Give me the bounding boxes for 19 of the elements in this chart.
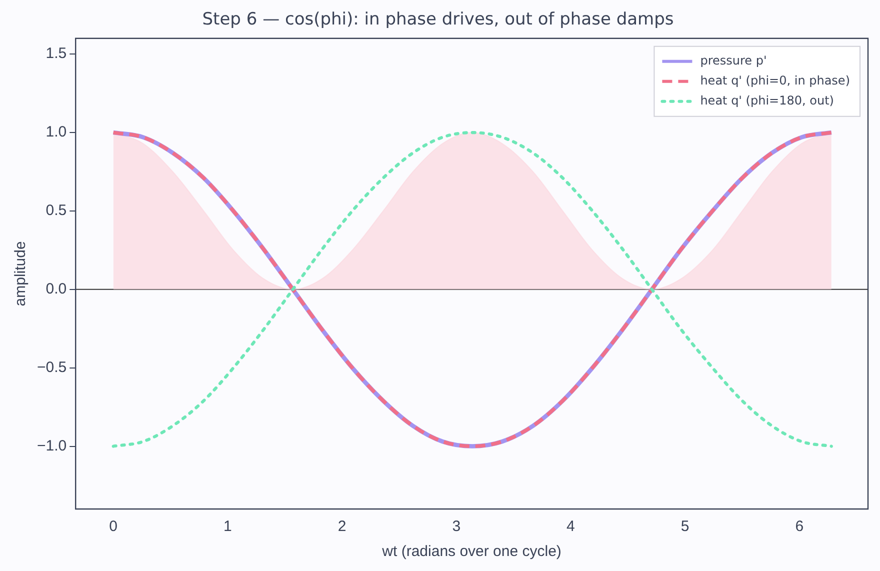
x-tick-label: 4: [566, 518, 575, 536]
x-tick-label: 5: [680, 518, 690, 536]
legend-label: pressure p': [700, 54, 767, 68]
chart-title: Step 6 — cos(phi): in phase drives, out of phase damps: [202, 10, 674, 30]
y-tick-label: 0.0: [46, 280, 67, 298]
legend-label: heat q' (phi=0, in phase): [700, 74, 850, 88]
y-tick-label: 1.0: [46, 124, 67, 141]
y-tick-label: 1.5: [46, 45, 67, 62]
x-axis-title: wt (radians over one cycle): [381, 543, 562, 560]
y-tick-label: −1.0: [36, 437, 67, 454]
y-axis-title: amplitude: [12, 241, 30, 306]
x-tick-label: 1: [224, 518, 232, 536]
x-tick-label: 2: [338, 518, 346, 536]
legend-label: heat q' (phi=180, out): [700, 94, 834, 108]
x-tick-label: 0: [109, 518, 118, 536]
y-tick-label: 0.5: [46, 202, 67, 220]
y-tick-label: −0.5: [36, 358, 67, 376]
x-tick-label: 6: [795, 518, 804, 536]
x-tick-label: 3: [452, 518, 461, 536]
